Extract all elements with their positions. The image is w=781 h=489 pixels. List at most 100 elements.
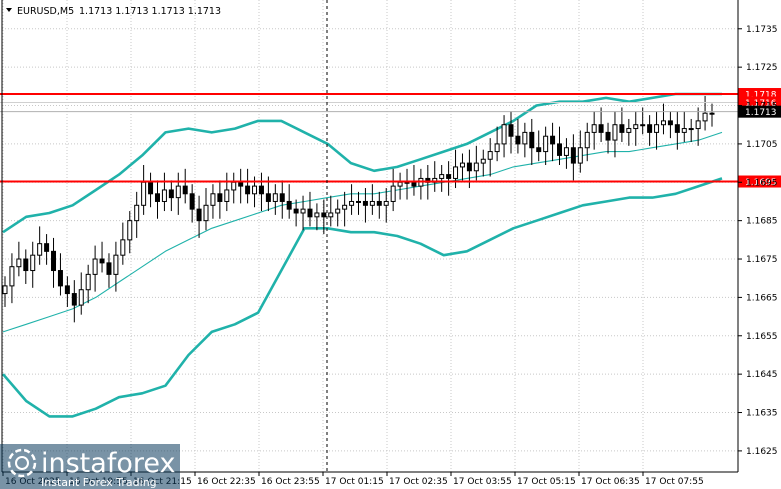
candle	[376, 191, 382, 219]
candle	[99, 241, 105, 273]
candle	[293, 199, 299, 227]
candle	[605, 122, 611, 154]
symbol-label: EURUSD,M5	[17, 6, 74, 17]
candle	[709, 103, 715, 127]
candle	[681, 111, 687, 142]
candle	[563, 138, 569, 169]
candle	[279, 180, 285, 219]
candle	[557, 126, 563, 166]
candle	[245, 168, 251, 204]
y-tick-label: 1.1735	[746, 25, 778, 35]
candle	[161, 172, 167, 212]
y-tick-label: 1.1655	[746, 332, 778, 342]
level-tag-label: 1.1695	[745, 178, 777, 188]
candle	[127, 211, 133, 254]
x-tick-label: 17 Oct 06:35	[581, 477, 640, 487]
logo-word: instaforex	[41, 448, 175, 479]
candle	[487, 138, 493, 177]
candle	[383, 188, 389, 223]
candle	[522, 122, 528, 158]
bollinger-middle-band	[2, 131, 723, 333]
candle	[619, 107, 625, 142]
candle	[536, 130, 542, 162]
candle	[550, 122, 556, 162]
ohlc-values: 1.1713 1.1713 1.1713 1.1713	[79, 6, 221, 17]
candle	[570, 134, 576, 181]
candle	[695, 107, 701, 146]
price-tag-label: 1.1716	[745, 99, 777, 109]
candle	[515, 118, 521, 154]
y-tick-label: 1.1635	[746, 409, 778, 419]
bollinger-upper-band	[2, 92, 722, 234]
candle	[342, 191, 348, 227]
candle	[64, 276, 70, 307]
chevron-down-icon[interactable]	[6, 8, 12, 12]
candle	[508, 111, 514, 154]
y-tick-label: 1.1705	[746, 140, 778, 150]
candle	[203, 188, 209, 231]
candle	[660, 103, 666, 135]
candle	[85, 264, 91, 304]
candle	[647, 115, 653, 146]
candle	[175, 172, 181, 215]
candle	[501, 115, 507, 158]
candle	[92, 245, 98, 292]
candle	[473, 145, 479, 181]
candle	[314, 203, 320, 231]
candle	[612, 111, 618, 158]
candle	[335, 199, 341, 227]
level-tag-label: 1.1718	[745, 91, 777, 101]
x-tick-label: 17 Oct 07:55	[645, 477, 704, 487]
bollinger-lower-band	[2, 177, 723, 418]
candle	[272, 184, 278, 215]
y-tick-label: 1.1715	[746, 102, 778, 112]
candle	[529, 118, 535, 166]
instaforex-logo: instaforex Instant Forex Trading	[0, 444, 180, 489]
candle	[702, 95, 708, 131]
bollinger-bands	[2, 92, 723, 418]
candle	[23, 249, 29, 284]
y-tick-label: 1.1695	[746, 178, 778, 188]
candle	[328, 195, 334, 227]
candle	[439, 165, 445, 192]
candle	[78, 272, 84, 315]
price-tag-label: 1.1713	[745, 108, 777, 118]
candle	[598, 107, 604, 142]
candle	[224, 172, 230, 212]
candle	[57, 253, 63, 296]
candle	[286, 184, 292, 219]
candlesticks	[2, 95, 715, 323]
candle	[494, 126, 500, 162]
candle	[369, 184, 375, 215]
candle	[16, 241, 22, 277]
logo-tagline: Instant Forex Trading	[41, 476, 157, 489]
candle	[626, 118, 632, 146]
candle	[674, 111, 680, 150]
candle	[584, 122, 590, 162]
price-axis: 1.1735 1.1725 1.1715 1.1705 1.1695 1.1685 1.16…	[738, 25, 778, 457]
candle	[577, 130, 583, 173]
x-tick-label: 17 Oct 03:55	[453, 477, 512, 487]
candle	[307, 191, 313, 227]
candle	[217, 180, 223, 219]
logo-mark-icon	[7, 448, 37, 478]
candle	[390, 168, 396, 212]
y-tick-label: 1.1625	[746, 447, 778, 457]
candle	[106, 253, 112, 288]
level-tag	[738, 175, 781, 188]
x-tick-label: 17 Oct 02:35	[389, 477, 448, 487]
candle	[51, 237, 57, 288]
candle	[37, 226, 43, 265]
candle	[168, 180, 174, 212]
candle	[113, 241, 119, 292]
price-tag	[738, 96, 781, 109]
candle	[196, 195, 202, 238]
candle	[362, 188, 368, 223]
candle	[30, 241, 36, 288]
candle	[633, 111, 639, 146]
y-tick-label: 1.1665	[746, 293, 778, 303]
candle	[356, 191, 361, 215]
